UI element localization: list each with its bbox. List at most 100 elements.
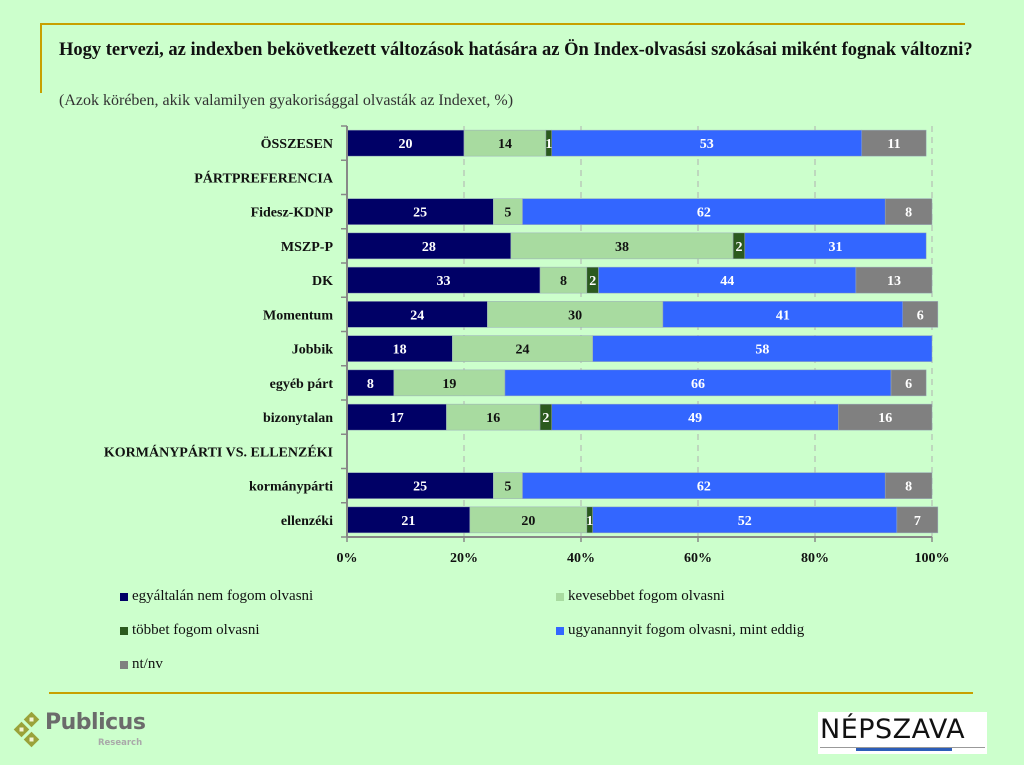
category-label: bizonytalan (263, 411, 333, 426)
bar-segment (592, 335, 933, 362)
x-tick-label: 20% (450, 551, 478, 566)
bar-segment (463, 129, 547, 157)
bar-segment (346, 129, 465, 157)
data-label: 6 (917, 308, 924, 323)
legend-swatch (120, 592, 128, 601)
data-label: 8 (905, 206, 912, 221)
data-label: 25 (413, 480, 427, 495)
legend-swatch (556, 592, 564, 601)
data-label: 24 (410, 308, 424, 323)
nepszava-rule (820, 747, 985, 748)
diamond-cluster-icon (13, 712, 40, 748)
bar-segment (884, 198, 933, 225)
bar-segment (493, 198, 523, 225)
legend-item-less: kevesebbet fogom olvasni (556, 588, 725, 605)
data-label: 20 (399, 137, 413, 152)
category-label: KORMÁNYPÁRTI VS. ELLENZÉKI (104, 443, 333, 460)
bar-segment (855, 266, 933, 294)
data-label: 19 (442, 377, 456, 392)
data-label: 62 (697, 206, 711, 221)
data-label: 13 (887, 274, 901, 289)
category-label: Momentum (263, 308, 333, 323)
data-label: 38 (615, 240, 629, 255)
legend-item-same: ugyanannyit fogom olvasni, mint eddig (556, 622, 804, 639)
bar-segment (896, 506, 939, 534)
legend-item-more: többet fogom olvasni (120, 622, 260, 639)
legend-label: többet fogom olvasni (132, 622, 260, 638)
bar-segment (393, 369, 506, 397)
bar-segment (346, 335, 453, 362)
publicus-subtext: Research (98, 738, 143, 748)
nepszava-logo: NÉPSZAVA (818, 712, 987, 754)
legend-swatch (556, 626, 564, 635)
data-label: 31 (828, 240, 842, 255)
title-frame-left-rule (40, 23, 42, 93)
x-tick-label: 80% (801, 551, 829, 566)
publicus-research-logo: Publicus Research (12, 710, 152, 755)
bar-segment (510, 232, 734, 260)
bar-segment (861, 129, 927, 157)
data-label: 14 (498, 137, 512, 152)
data-label: 5 (504, 480, 511, 495)
data-label: 28 (422, 240, 436, 255)
category-label: egyéb párt (270, 377, 334, 392)
bar-segment (346, 301, 488, 328)
x-tick-label: 0% (337, 551, 358, 566)
bar-segment (884, 472, 933, 499)
bar-segment (446, 403, 541, 431)
data-label: 25 (413, 206, 427, 221)
data-label: 21 (401, 514, 415, 529)
data-label: 18 (393, 343, 407, 358)
data-label: 1 (545, 137, 552, 152)
data-label: 1 (586, 514, 593, 529)
data-label: 49 (688, 411, 702, 426)
chart-subtitle: (Azok körében, akik valamilyen gyakorisá… (59, 92, 514, 109)
data-label: 5 (504, 206, 511, 221)
category-label: ÖSSZESEN (261, 135, 333, 152)
bar-segment (598, 266, 857, 294)
category-label: Fidesz-KDNP (251, 206, 334, 221)
gridlines (463, 126, 933, 537)
nepszava-tagline-bar (856, 748, 952, 751)
data-label: 7 (914, 514, 921, 529)
x-tick-label: 60% (684, 551, 712, 566)
data-label: 8 (905, 480, 912, 495)
bar-segment (522, 472, 886, 499)
data-label: 2 (735, 240, 742, 255)
data-label: 2 (589, 274, 596, 289)
legend-label: nt/nv (132, 656, 163, 672)
data-label: 16 (878, 411, 892, 426)
category-label: MSZP-P (281, 240, 334, 255)
chart-title: Hogy tervezi, az indexben bekövetkezett … (59, 40, 973, 60)
publicus-wordmark: Publicus (45, 710, 146, 735)
data-label: 44 (720, 274, 734, 289)
bar-segment (744, 232, 927, 260)
data-label: 2 (542, 411, 549, 426)
bar-segment (539, 266, 588, 294)
data-label: 58 (755, 343, 769, 358)
bar-segment (551, 403, 839, 431)
legend-item-none: egyáltalán nem fogom olvasni (120, 588, 313, 605)
category-label: PÁRTPREFERENCIA (194, 169, 334, 186)
bar-segment (346, 198, 494, 225)
data-label: 33 (437, 274, 451, 289)
data-label: 30 (568, 308, 582, 323)
nepszava-wordmark: NÉPSZAVA (820, 714, 966, 745)
x-tick-label: 100% (915, 551, 950, 566)
legend-label: kevesebbet fogom olvasni (568, 588, 725, 604)
data-label: 66 (691, 377, 705, 392)
legend-item-dk-na: nt/nv (120, 656, 163, 673)
x-tick-labels: 0% 20% 40% 60% 80% 100% (337, 551, 950, 566)
data-label: 16 (486, 411, 500, 426)
data-label: 6 (905, 377, 912, 392)
category-label: ellenzéki (281, 514, 333, 529)
category-labels: ÖSSZESEN PÁRTPREFERENCIA Fidesz-KDNP MSZP-P… (104, 135, 334, 529)
title-frame-top-rule (40, 23, 965, 25)
bar-segment (551, 129, 863, 157)
data-label: 20 (521, 514, 535, 529)
data-label: 17 (390, 411, 404, 426)
bar-segment (902, 301, 939, 328)
bar-segment (504, 369, 892, 397)
